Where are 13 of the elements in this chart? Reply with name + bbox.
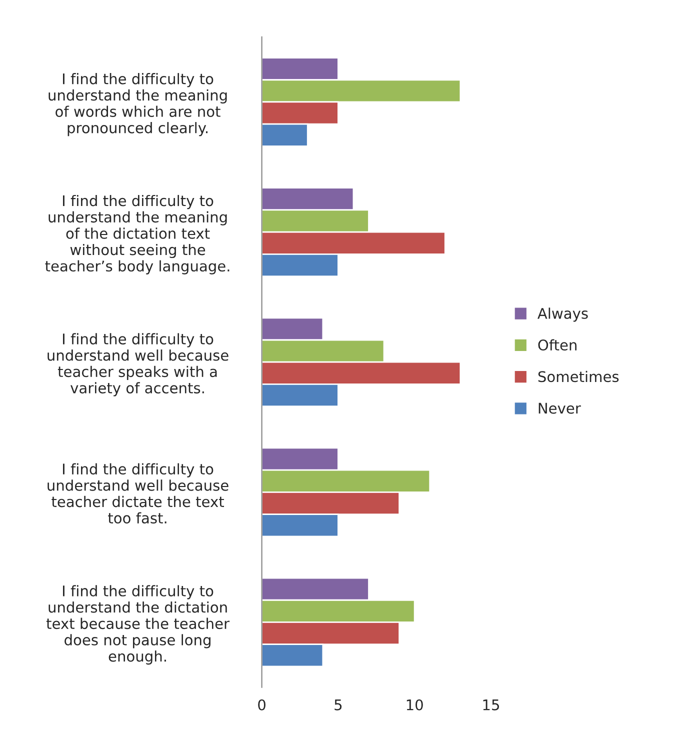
legend-label: Often (538, 339, 576, 351)
legend-label: Never (538, 402, 581, 414)
y-tick-label: I find the difficulty to understand well because teacher dictate the text too fast. (48, 463, 228, 524)
y-tick-label: I find the difficulty to understand the meaning of words which are not pronounced clearly. (48, 73, 227, 136)
x-tick-label: 10 (406, 699, 423, 710)
x-tick-label: 15 (483, 700, 499, 710)
y-tick-label: I find the difficulty to understand well because teacher speaks with a variety of accents. (48, 333, 228, 396)
y-tick-label: I find the difficulty to understand the meaning of the dictation text without seeing the teacher’s body language. (45, 194, 230, 274)
y-tick-label: I find the difficulty to understand the dictation text because the teacher does not pause long enough. (46, 585, 230, 665)
legend-label: Always (538, 308, 588, 322)
x-tick-label: 0 (258, 699, 266, 710)
legend-label: Sometimes (538, 370, 619, 382)
x-tick-label: 5 (334, 700, 342, 710)
